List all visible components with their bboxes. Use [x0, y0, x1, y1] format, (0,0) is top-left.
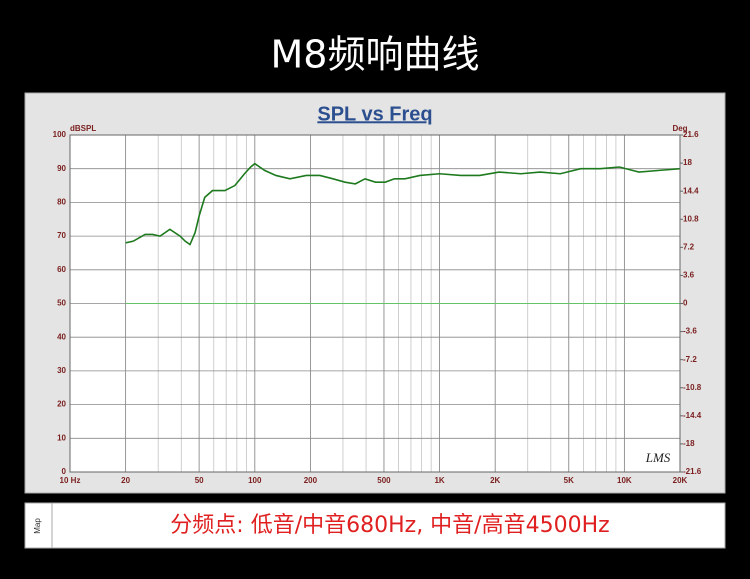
watermark: LMS: [645, 450, 671, 465]
y-tick-label: 50: [57, 299, 66, 308]
x-tick-label: 500: [377, 476, 391, 485]
y-tick-label: 0: [62, 467, 67, 476]
y-tick-label: 70: [57, 231, 66, 240]
crossover-note: 分频点: 低音/中音680Hz, 中音/高音4500Hz: [170, 513, 609, 538]
y-unit: dBSPL: [70, 124, 96, 133]
y-tick-label: 20: [57, 400, 66, 409]
y2-tick-label: -21.6: [683, 467, 702, 476]
y2-tick-label: 14.4: [683, 186, 699, 195]
y2-tick-label: 3.6: [683, 271, 695, 280]
y-tick-label: 30: [57, 366, 66, 375]
x-tick-label: 1K: [434, 476, 444, 485]
y-tick-label: 80: [57, 198, 66, 207]
y2-tick-label: -14.4: [683, 411, 702, 420]
y2-tick-label: 7.2: [683, 242, 695, 251]
y-tick-label: 100: [53, 130, 67, 139]
y-tick-label: 40: [57, 332, 66, 341]
y2-tick-label: -10.8: [683, 383, 702, 392]
x-tick-label: 20K: [673, 476, 688, 485]
y2-tick-label: 18: [683, 158, 692, 167]
x-tick-label: 10K: [617, 476, 632, 485]
y2-unit: Deg: [672, 124, 687, 133]
y2-tick-label: -18: [683, 439, 695, 448]
x-tick-label: 20: [121, 476, 130, 485]
x-tick-label: 5K: [564, 476, 574, 485]
chart-title: SPL vs Freq: [317, 103, 432, 125]
plot-frame: [69, 134, 681, 473]
x-tick-label: 50: [195, 476, 204, 485]
y-tick-label: 10: [57, 433, 66, 442]
y-tick-label: 90: [57, 164, 66, 173]
y-tick-label: 60: [57, 265, 66, 274]
x-tick-label: 100: [248, 476, 262, 485]
series-line: [125, 162, 681, 246]
side-label: Map: [33, 518, 42, 534]
page-title: M8频响曲线: [271, 33, 480, 77]
x-tick-label: 200: [304, 476, 318, 485]
y2-tick-label: 0: [683, 299, 688, 308]
y2-tick-label: -3.6: [683, 327, 697, 336]
y2-tick-label: 21.6: [683, 130, 699, 139]
footer-box: [24, 502, 726, 549]
x-tick-label: 10 Hz: [60, 476, 81, 485]
y2-tick-label: -7.2: [683, 355, 697, 364]
x-tick-label: 2K: [490, 476, 500, 485]
y2-tick-label: 10.8: [683, 214, 699, 223]
